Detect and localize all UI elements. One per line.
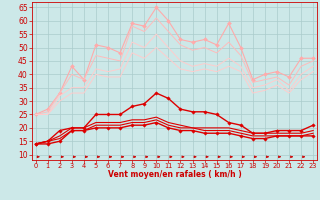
X-axis label: Vent moyen/en rafales ( km/h ): Vent moyen/en rafales ( km/h ): [108, 170, 241, 179]
